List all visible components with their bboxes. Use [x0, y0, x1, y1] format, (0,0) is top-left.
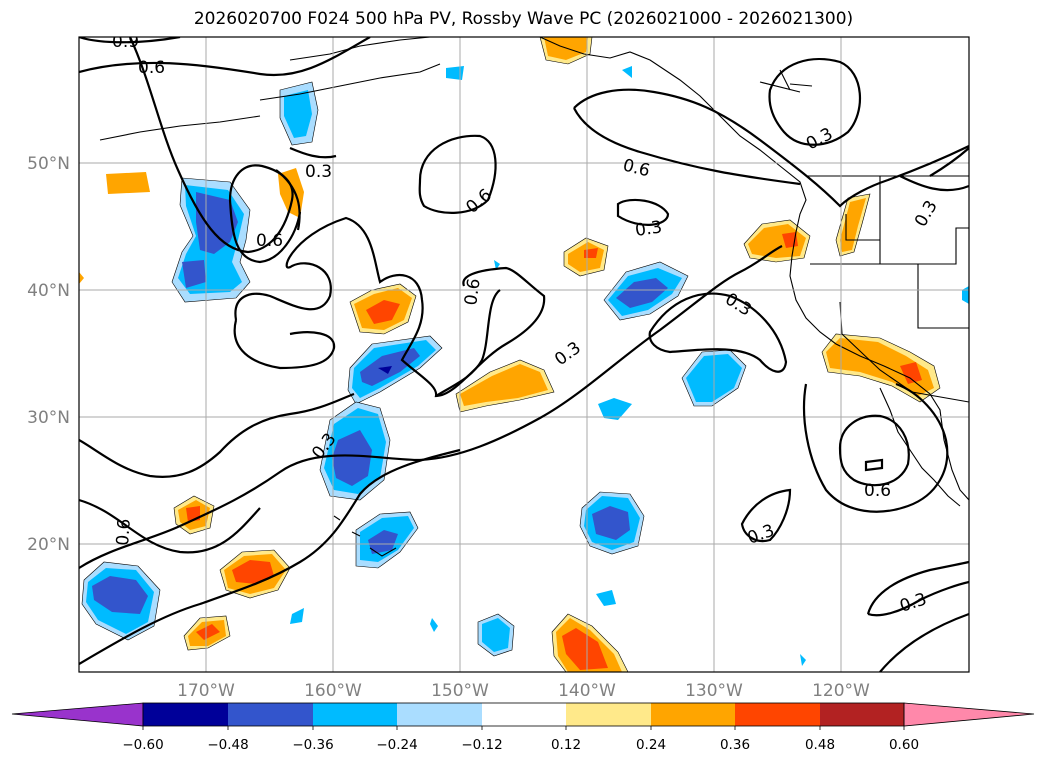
lat-label: 30°N [27, 408, 70, 428]
negative-blob [596, 590, 616, 606]
lat-label: 20°N [27, 535, 70, 555]
lon-label: 150°W [431, 681, 489, 701]
contour-label: 0.9 [112, 32, 139, 52]
negative-blob [182, 260, 206, 288]
positive-blob [196, 624, 220, 640]
contour-label: 0.6 [621, 155, 652, 181]
lat-label: 50°N [27, 154, 70, 174]
colorbar-tick-label: −0.24 [376, 737, 417, 753]
colorbar-tick-label: −0.36 [292, 737, 333, 753]
contour-label: 0.3 [721, 289, 755, 320]
negative-blob [616, 278, 668, 308]
negative-blob [430, 618, 438, 632]
positive-blob [106, 172, 150, 194]
map-frame [78, 36, 970, 673]
contour-label: 0.3 [911, 197, 942, 230]
contour-label: 0.3 [305, 162, 332, 182]
colorbar-segment [143, 703, 228, 726]
colorbar-segment [735, 703, 820, 726]
gridlines [79, 37, 969, 672]
colorbar-ticks [142, 726, 905, 730]
contour-label: 0.6 [461, 277, 485, 307]
negative-anomalies [81, 66, 969, 666]
longitude-axis: 170°W 160°W 150°W 140°W 130°W 120°W [177, 681, 870, 701]
negative-blob [290, 608, 304, 624]
colorbar-segment [482, 703, 566, 726]
negative-blob [494, 260, 500, 270]
lon-label: 120°W [812, 681, 870, 701]
contour-label: 0.6 [138, 58, 165, 78]
contour-label: 0.6 [113, 518, 135, 546]
colorbar-tick-label: −0.60 [122, 737, 163, 753]
negative-blob [482, 618, 510, 652]
positive-blob [79, 272, 84, 284]
colorbar-segment [228, 703, 313, 726]
colorbar-tick-label: 0.12 [551, 737, 581, 753]
colorbar-segment [397, 703, 482, 726]
pc-contours [79, 37, 969, 672]
colorbar-outline [142, 702, 905, 727]
contour-label: 0.3 [634, 217, 664, 241]
latitude-axis: 50°N 40°N 30°N 20°N [27, 154, 70, 555]
lon-label: 130°W [685, 681, 743, 701]
colorbar-extend-max [903, 702, 1035, 727]
colorbar-segment [313, 703, 397, 726]
positive-blob [278, 168, 304, 218]
contour-label: 0.3 [551, 338, 585, 370]
lon-label: 140°W [558, 681, 616, 701]
colorbar: −0.60 −0.48 −0.36 −0.24 −0.12 0.12 0.24 … [11, 702, 1035, 753]
negative-blob [800, 654, 806, 666]
positive-blob [232, 560, 274, 584]
contour-label: 0.6 [256, 231, 283, 251]
positive-anomalies [79, 37, 941, 672]
colorbar-segment [820, 703, 904, 726]
colorbar-tick-label: 0.48 [805, 737, 835, 753]
negative-blob [962, 286, 969, 304]
contour-label: 0.3 [803, 124, 836, 154]
lon-label: 160°W [304, 681, 362, 701]
positive-blob [460, 364, 548, 406]
colorbar-tick-label: 0.24 [636, 737, 666, 753]
positive-blob [562, 628, 608, 670]
negative-blob [592, 506, 630, 540]
positive-blob [900, 362, 922, 384]
colorbar-segment [651, 703, 735, 726]
negative-blob [622, 66, 632, 78]
contour-label: 0.3 [897, 589, 929, 616]
negative-blob [598, 398, 632, 420]
negative-blob [368, 530, 398, 554]
lon-label: 170°W [177, 681, 235, 701]
colorbar-tick-label: 0.36 [720, 737, 750, 753]
colorbar-extend-min [11, 702, 144, 727]
colorbar-tick-label: 0.60 [889, 737, 919, 753]
positive-blob [366, 300, 400, 324]
coastlines [99, 37, 969, 557]
negative-blob [446, 66, 464, 80]
negative-blob [378, 366, 392, 374]
contour-label: 0.6 [864, 481, 891, 501]
colorbar-tick-label: −0.12 [461, 737, 502, 753]
lat-label: 40°N [27, 281, 70, 301]
negative-blob [92, 576, 148, 614]
map-title: 2026020700 F024 500 hPa PV, Rossby Wave … [193, 9, 854, 29]
negative-blob [332, 430, 372, 486]
positive-blob [748, 224, 806, 258]
colorbar-tick-label: −0.48 [207, 737, 248, 753]
colorbar-segment [566, 703, 651, 726]
negative-blob [284, 90, 312, 138]
